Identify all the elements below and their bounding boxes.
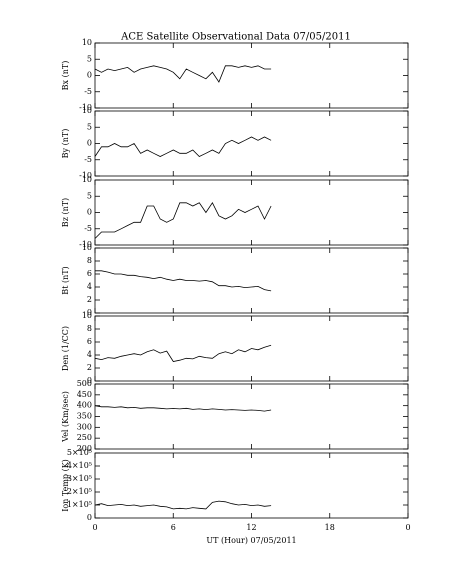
y-tick-label: 6 <box>87 337 92 346</box>
y-tick-label: 10 <box>82 38 92 47</box>
data-line <box>94 136 272 157</box>
y-tick-label: 250 <box>77 433 92 442</box>
y-tick-label: 200 <box>77 444 92 453</box>
data-line <box>94 344 272 362</box>
panel-frame <box>94 247 409 314</box>
y-tick-label: 350 <box>77 412 92 421</box>
y-tick-label: 10 <box>82 106 92 115</box>
y-tick-label: 1×10⁵ <box>67 500 92 509</box>
y-tick-label: 10 <box>82 311 92 320</box>
x-axis-label: UT (Hour) 07/05/2011 <box>206 536 296 545</box>
y-tick-label: 0 <box>87 139 92 148</box>
y-tick-label: 500 <box>77 379 92 388</box>
y-axis-label: Den (1/CC) <box>61 326 70 371</box>
y-tick-label: 5 <box>87 54 92 63</box>
y-tick-label: 450 <box>77 390 92 399</box>
y-tick-label: -10 <box>79 103 92 112</box>
y-tick-label: 8 <box>87 324 92 333</box>
y-tick-label: 5 <box>87 191 92 200</box>
y-axis-label: By (nT) <box>61 129 70 159</box>
y-tick-label: 4 <box>87 350 92 359</box>
y-tick-label: -5 <box>84 87 92 96</box>
y-axis-label: Vel (Km/sec) <box>61 391 70 443</box>
y-axis-label: Bx (nT) <box>61 61 70 91</box>
y-tick-label: 2 <box>87 295 92 304</box>
y-tick-label: -10 <box>79 171 92 180</box>
y-axis-label: Bz (nT) <box>61 198 70 227</box>
y-tick-label: 0 <box>87 376 92 385</box>
y-tick-label: 4×10⁵ <box>67 461 92 470</box>
panel-frame <box>94 452 409 519</box>
y-tick-label: 4 <box>87 282 92 291</box>
data-line <box>94 405 272 412</box>
y-tick-label: 0 <box>87 71 92 80</box>
x-tick-label: 0 <box>92 523 97 532</box>
data-line <box>95 270 272 292</box>
data-line <box>94 65 272 83</box>
x-tick-label: 6 <box>171 523 176 532</box>
y-axis-label: Bt (nT) <box>61 266 70 294</box>
panel-frame <box>94 383 409 450</box>
y-tick-label: 400 <box>77 401 92 410</box>
y-tick-label: 0 <box>87 208 92 217</box>
data-line <box>94 500 272 510</box>
y-tick-label: 2×10⁵ <box>67 487 92 496</box>
y-tick-label: 10 <box>82 175 92 184</box>
y-tick-label: 2 <box>87 363 92 372</box>
y-tick-label: -10 <box>79 240 92 249</box>
panel-frame <box>94 42 409 109</box>
y-tick-label: 0 <box>87 308 92 317</box>
y-tick-label: 5 <box>87 122 92 131</box>
y-tick-label: -5 <box>84 224 92 233</box>
x-tick-label: 18 <box>325 523 335 532</box>
y-axis-label: Ion Temp (K) <box>61 459 70 512</box>
y-tick-label: -5 <box>84 155 92 164</box>
y-tick-label: 300 <box>77 422 92 431</box>
chart-title: ACE Satellite Observational Data 07/05/2… <box>120 32 351 43</box>
x-tick-label: 12 <box>246 523 256 532</box>
y-tick-label: 10 <box>82 243 92 252</box>
data-line <box>94 202 272 239</box>
y-tick-label: 8 <box>87 256 92 265</box>
panel-frame <box>94 110 409 177</box>
y-tick-label: 0 <box>87 513 92 522</box>
y-tick-label: 6 <box>87 269 92 278</box>
x-tick-label: 0 <box>405 523 410 532</box>
y-tick-label: 5×10⁵ <box>67 448 92 457</box>
y-tick-label: 3×10⁵ <box>67 474 92 483</box>
panel-frame <box>94 179 409 246</box>
